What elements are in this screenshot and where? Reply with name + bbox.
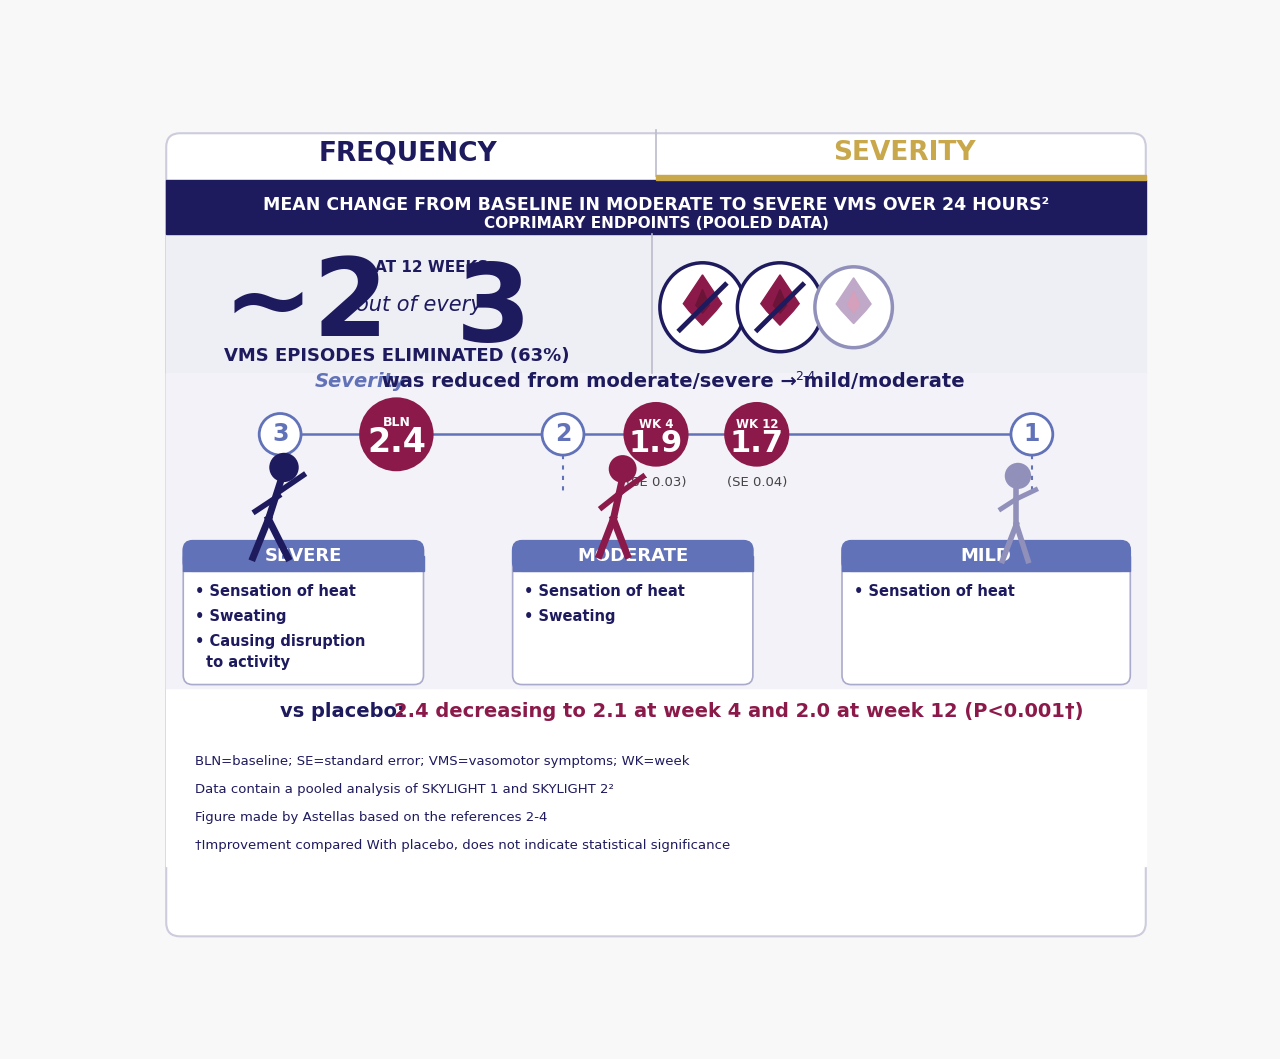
Ellipse shape xyxy=(815,267,892,347)
Text: Severity: Severity xyxy=(315,373,407,392)
FancyBboxPatch shape xyxy=(512,540,753,572)
Text: FREQUENCY: FREQUENCY xyxy=(319,140,498,166)
Text: WK 4: WK 4 xyxy=(639,418,673,431)
Polygon shape xyxy=(696,289,709,313)
Bar xyxy=(842,556,1130,572)
Polygon shape xyxy=(760,275,799,325)
Text: COPRIMARY ENDPOINTS (POOLED DATA): COPRIMARY ENDPOINTS (POOLED DATA) xyxy=(484,216,828,231)
Circle shape xyxy=(1005,463,1032,489)
Polygon shape xyxy=(847,291,860,312)
Polygon shape xyxy=(836,277,872,324)
Circle shape xyxy=(609,455,636,483)
Text: 2: 2 xyxy=(554,423,571,446)
Text: BLN: BLN xyxy=(383,416,411,429)
Text: (SE 0.03): (SE 0.03) xyxy=(626,475,686,488)
Text: • Sensation of heat: • Sensation of heat xyxy=(195,585,356,599)
Text: to activity: to activity xyxy=(206,656,291,670)
Text: 1.7: 1.7 xyxy=(730,429,783,459)
FancyBboxPatch shape xyxy=(842,540,1130,572)
Bar xyxy=(166,180,1146,234)
Text: • Sweating: • Sweating xyxy=(525,609,616,624)
Text: 3: 3 xyxy=(271,423,288,446)
Text: • Sweating: • Sweating xyxy=(195,609,287,624)
Bar xyxy=(166,234,1146,373)
Text: AT 12 WEEKS,: AT 12 WEEKS, xyxy=(375,261,494,275)
Text: SEVERE: SEVERE xyxy=(265,546,342,564)
Bar xyxy=(166,373,1146,688)
FancyBboxPatch shape xyxy=(183,542,424,684)
FancyBboxPatch shape xyxy=(842,542,1130,684)
Text: Data contain a pooled analysis of SKYLIGHT 1 and SKYLIGHT 2²: Data contain a pooled analysis of SKYLIG… xyxy=(195,783,613,796)
Text: 1.9: 1.9 xyxy=(628,429,684,459)
Circle shape xyxy=(724,402,790,467)
Text: (SE 0.04): (SE 0.04) xyxy=(727,475,787,488)
Text: †Improvement compared With placebo, does not indicate statistical significance: †Improvement compared With placebo, does… xyxy=(195,839,730,851)
Circle shape xyxy=(1011,413,1052,455)
Text: MODERATE: MODERATE xyxy=(577,546,689,564)
Text: Figure made by Astellas based on the references 2-4: Figure made by Astellas based on the ref… xyxy=(195,811,548,824)
Polygon shape xyxy=(773,289,787,313)
Text: was reduced from moderate/severe → mild/moderate: was reduced from moderate/severe → mild/… xyxy=(375,373,965,392)
Bar xyxy=(657,175,1146,180)
Text: 2-4: 2-4 xyxy=(795,370,815,383)
Text: out of every: out of every xyxy=(356,295,483,315)
Polygon shape xyxy=(684,275,722,325)
Circle shape xyxy=(360,397,434,471)
Bar xyxy=(166,373,1146,865)
Text: 2.4: 2.4 xyxy=(367,426,426,459)
Text: • Causing disruption: • Causing disruption xyxy=(195,633,365,649)
Text: ~2: ~2 xyxy=(223,253,389,359)
Bar xyxy=(512,556,753,572)
Circle shape xyxy=(623,402,689,467)
Text: WK 12: WK 12 xyxy=(736,418,778,431)
Text: • Sensation of heat: • Sensation of heat xyxy=(854,585,1015,599)
Bar xyxy=(183,556,424,572)
Circle shape xyxy=(541,413,584,455)
Text: MEAN CHANGE FROM BASELINE IN MODERATE TO SEVERE VMS OVER 24 HOURS²: MEAN CHANGE FROM BASELINE IN MODERATE TO… xyxy=(262,196,1050,214)
Text: BLN=baseline; SE=standard error; VMS=vasomotor symptoms; WK=week: BLN=baseline; SE=standard error; VMS=vas… xyxy=(195,755,690,769)
Ellipse shape xyxy=(660,263,745,352)
Circle shape xyxy=(259,413,301,455)
Text: • Sensation of heat: • Sensation of heat xyxy=(525,585,685,599)
FancyBboxPatch shape xyxy=(166,133,1146,936)
Circle shape xyxy=(269,453,298,482)
Text: MILD: MILD xyxy=(961,546,1011,564)
Text: VMS EPISODES ELIMINATED (63%): VMS EPISODES ELIMINATED (63%) xyxy=(224,346,570,364)
Text: 3: 3 xyxy=(456,258,531,364)
Text: 2.4 decreasing to 2.1 at week 4 and 2.0 at week 12 (P<0.001†): 2.4 decreasing to 2.1 at week 4 and 2.0 … xyxy=(394,702,1084,721)
Text: 1: 1 xyxy=(1024,423,1041,446)
Text: SEVERITY: SEVERITY xyxy=(833,140,975,166)
FancyBboxPatch shape xyxy=(512,542,753,684)
FancyBboxPatch shape xyxy=(183,540,424,572)
Ellipse shape xyxy=(737,263,823,352)
Text: vs placebo:: vs placebo: xyxy=(280,702,412,721)
